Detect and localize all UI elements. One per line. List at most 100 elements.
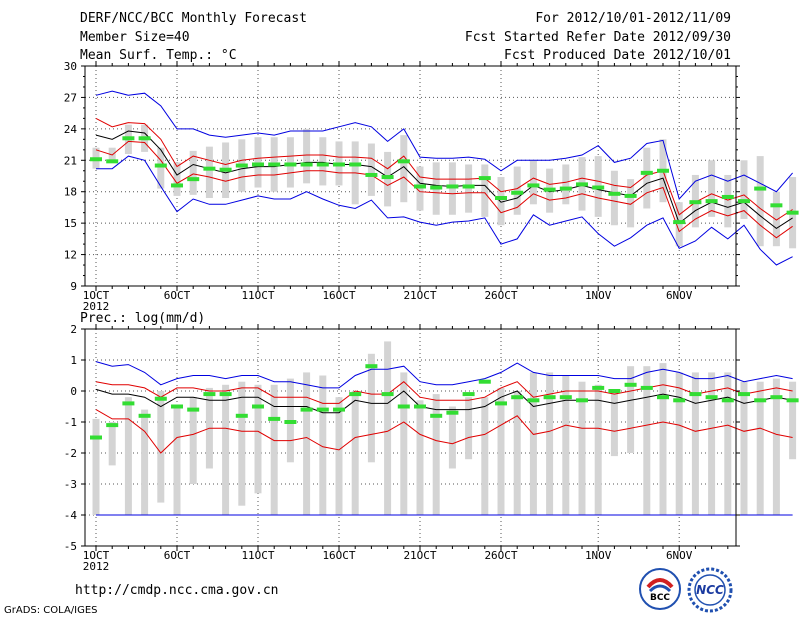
observed-marker — [333, 162, 345, 167]
y-tick-label: 21 — [64, 154, 77, 167]
spread-bar — [610, 391, 618, 457]
series-line-maximum — [95, 90, 793, 201]
y-tick-label: 27 — [64, 91, 77, 104]
observed-marker — [430, 413, 443, 418]
observed-marker — [430, 185, 443, 190]
observed-marker — [316, 162, 329, 167]
observed-marker — [284, 162, 297, 167]
series-line-std-upper — [95, 117, 793, 221]
spread-bar — [286, 137, 294, 188]
series-line-std-upper — [95, 381, 793, 404]
spread-bar — [384, 341, 392, 515]
x-tick-label: 11OCT — [241, 549, 274, 562]
y-tick-label: 15 — [64, 217, 77, 230]
x-tick-label: 1OCT — [83, 549, 110, 562]
spread-bar — [189, 150, 197, 195]
observed-marker — [300, 407, 313, 412]
spread-bar — [108, 422, 116, 466]
observed-marker — [738, 199, 750, 204]
spread-bar — [481, 397, 489, 515]
spread-bar — [205, 146, 213, 198]
observed-marker — [478, 176, 491, 181]
observed-marker — [381, 392, 394, 397]
x-tick-label: 1OCT — [83, 289, 110, 302]
observed-marker — [203, 166, 216, 171]
observed-marker — [235, 413, 248, 418]
plot-frame — [84, 328, 737, 547]
spread-bar — [270, 384, 278, 515]
observed-marker — [592, 385, 605, 390]
x-tick-label: 26OCT — [484, 549, 517, 562]
observed-marker — [316, 407, 329, 412]
observed-marker — [122, 136, 135, 141]
spread-bar — [319, 375, 327, 515]
x-tick-label: 21OCT — [403, 549, 436, 562]
spread-bar — [367, 143, 375, 196]
observed-marker — [268, 416, 281, 421]
observed-marker — [252, 404, 264, 409]
spread-bar — [578, 381, 586, 515]
observed-marker — [786, 398, 799, 403]
footer-url[interactable]: http://cmdp.ncc.cma.gov.cn — [75, 583, 279, 598]
spread-bar — [529, 372, 537, 515]
observed-marker — [284, 420, 297, 424]
observed-marker — [657, 168, 669, 173]
spread-bar — [513, 166, 521, 215]
spread-bar — [562, 375, 570, 515]
spread-bar — [562, 164, 570, 205]
spread-bar — [92, 418, 100, 515]
spread-bar — [708, 372, 716, 515]
x-tick-label: 16OCT — [322, 549, 355, 562]
observed-marker — [559, 395, 572, 400]
x-tick-label: 6NOV — [666, 549, 693, 562]
y-tick-label: -5 — [64, 540, 77, 553]
spread-bar — [529, 160, 537, 205]
observed-marker — [414, 404, 426, 409]
spread-bar — [367, 353, 375, 463]
observed-marker — [721, 194, 734, 199]
observed-marker — [268, 162, 281, 167]
observed-marker — [640, 385, 653, 390]
observed-marker — [511, 190, 524, 195]
observed-marker — [576, 182, 588, 187]
series-line-ensemble-mean — [95, 388, 793, 414]
spread-bar — [416, 400, 424, 515]
observed-marker — [365, 364, 378, 369]
spread-bar — [497, 387, 505, 515]
observed-marker — [705, 395, 718, 400]
spread-bar — [724, 174, 732, 228]
observed-marker — [527, 183, 540, 188]
observed-marker — [770, 395, 783, 400]
observed-marker — [122, 401, 135, 406]
spread-bar — [675, 202, 683, 247]
y-tick-label: 1 — [70, 354, 77, 367]
observed-marker — [349, 162, 362, 167]
member-size-label: Member Size=40 — [80, 30, 190, 45]
chart-title: DERF/NCC/BCC Monthly Forecast — [80, 11, 307, 26]
observed-marker — [478, 379, 491, 384]
spread-bar — [384, 151, 392, 207]
spread-bar — [546, 372, 554, 515]
spread-bar — [400, 372, 408, 515]
spread-bar — [691, 372, 699, 515]
observed-marker — [154, 163, 167, 168]
x-tick-label: 6OCT — [164, 549, 191, 562]
observed-marker — [219, 167, 232, 172]
spread-bar — [173, 162, 181, 196]
observed-marker — [397, 159, 410, 164]
spread-bar — [772, 191, 780, 247]
observed-marker — [171, 183, 183, 188]
series-line-std-lower — [95, 409, 793, 454]
x-tick-label: 1NOV — [585, 289, 612, 302]
observed-marker — [300, 162, 313, 167]
observed-marker — [673, 398, 686, 403]
bcc-logo-text: BCC — [649, 593, 671, 603]
chart-panel-temperature: 9 12 15 18 21 24 27 30 1OCT 6OCT 11OCT 16OCT 21OCT 26… — [64, 60, 799, 313]
spread-bar — [513, 391, 521, 515]
spread-bar — [610, 170, 618, 226]
observed-marker — [235, 163, 248, 168]
grads-credit: GrADS: COLA/IGES — [4, 605, 98, 616]
observed-marker — [187, 407, 200, 412]
spread-bar — [157, 147, 165, 189]
spread-bar — [303, 372, 311, 515]
